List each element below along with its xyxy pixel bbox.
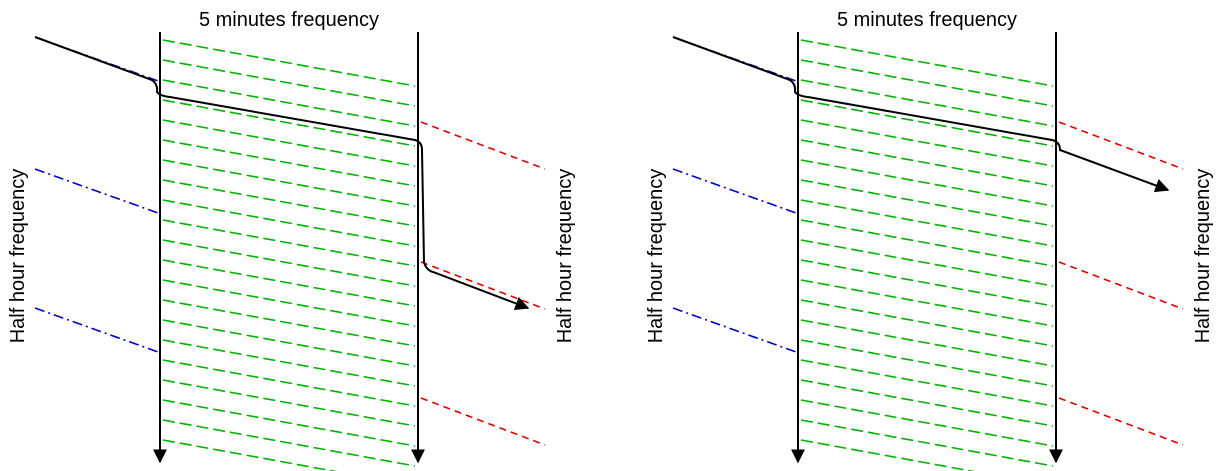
coarse-grid-line [420,261,546,310]
price-path-line [34,36,530,311]
top-label: 5 minutes frequency [199,9,379,31]
fine-grid-line [800,259,1054,307]
fine-grid-line [800,439,976,471]
coarse-grid-line [420,397,546,446]
fine-grid-line [162,399,416,447]
fine-grid-line [800,139,1054,187]
fine-grid-line [800,239,1054,287]
green-fine-lines [162,39,416,471]
fine-grid-line [800,339,1054,387]
green-fine-lines [800,39,1054,471]
fine-grid-line [800,299,1054,347]
blue-coarse-lines [672,36,797,353]
fine-grid-line [162,119,416,167]
fine-grid-line [162,439,338,471]
fine-grid-line [800,319,1054,367]
left-side-label: Half hour frequency [645,169,667,344]
right-side-label: Half hour frequency [554,169,576,344]
fine-grid-line [162,139,416,187]
fine-grid-line [162,299,416,347]
coarse-grid-line [672,307,797,353]
fine-grid-line [800,379,1054,427]
red-coarse-lines [420,121,546,446]
fine-grid-line [800,39,1054,87]
fine-grid-line [800,119,1054,167]
fine-grid-line [800,159,1054,207]
panel-right: 5 minutes frequency Half hour frequency … [645,9,1214,471]
fine-grid-line [162,339,416,387]
fine-grid-line [800,59,1054,107]
fine-grid-line [162,279,416,327]
fine-grid-line [800,359,1054,407]
fine-grid-line [800,219,1054,267]
fine-grid-line [162,179,416,227]
fine-grid-line [800,179,1054,227]
red-coarse-lines [1058,121,1184,446]
fine-grid-line [162,259,416,307]
coarse-grid-line [34,168,159,214]
fine-grid-line [800,419,1054,467]
fine-grid-line [800,99,1054,147]
fine-grid-line [162,379,416,427]
fine-grid-line [162,39,416,87]
panel-left: 5 minutes frequency Half hour frequency … [7,9,576,471]
fine-grid-line [162,59,416,107]
fine-grid-line [162,359,416,407]
left-side-label: Half hour frequency [7,169,29,344]
fine-grid-line [800,279,1054,327]
price-path-line [672,36,1170,193]
fine-grid-line [162,199,416,247]
coarse-grid-line [672,168,797,214]
fine-grid-line [800,199,1054,247]
fine-grid-line [162,419,416,467]
right-side-label: Half hour frequency [1192,169,1214,344]
fine-grid-line [800,399,1054,447]
coarse-grid-line [1058,121,1184,170]
blue-coarse-lines [34,36,159,353]
top-label: 5 minutes frequency [837,9,1017,31]
fine-grid-line [800,79,1054,127]
fine-grid-line [162,159,416,207]
fine-grid-line [162,79,416,127]
fine-grid-line [162,319,416,367]
fine-grid-line [162,239,416,287]
coarse-grid-line [1058,397,1184,446]
coarse-grid-line [420,121,546,170]
fine-grid-line [162,99,416,147]
coarse-grid-line [1058,261,1184,310]
coarse-grid-line [34,307,159,353]
fine-grid-line [162,219,416,267]
